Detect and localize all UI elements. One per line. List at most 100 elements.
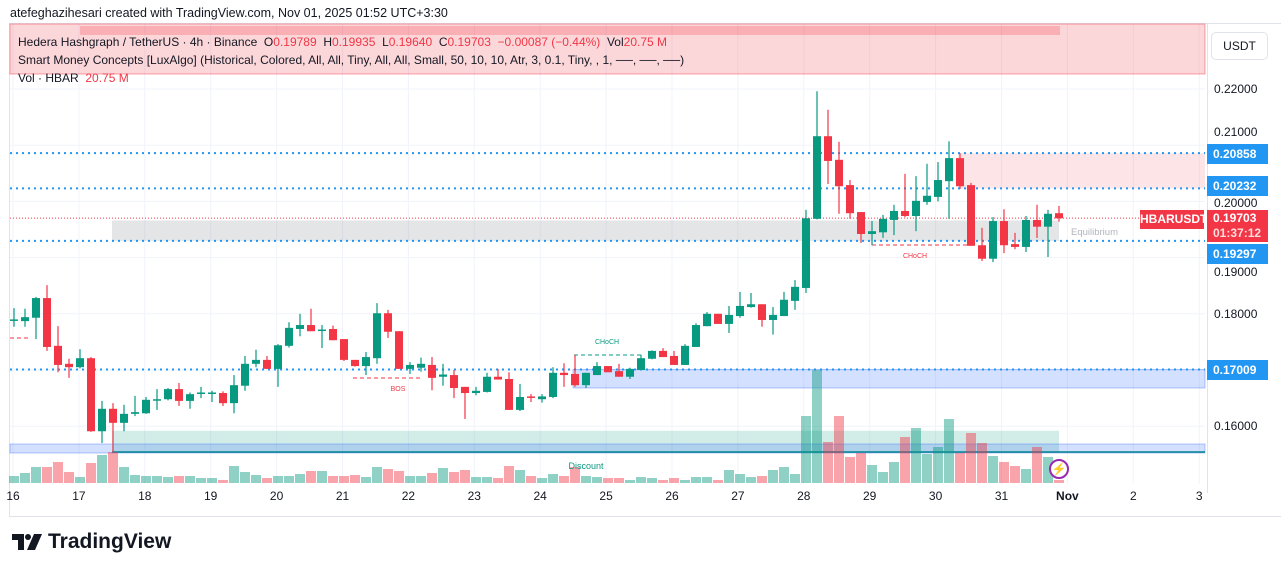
price-chart[interactable] xyxy=(0,0,1281,520)
legend-open-label: O xyxy=(263,35,274,49)
price-axis-label: 0.19000 xyxy=(1214,265,1258,279)
volume-bar xyxy=(163,477,173,483)
candle-body xyxy=(274,345,282,369)
currency-button[interactable]: USDT xyxy=(1211,32,1268,60)
candle-body xyxy=(626,368,634,377)
time-axis-label: 21 xyxy=(335,489,350,503)
candle-body xyxy=(945,158,953,182)
time-axis-label: Nov xyxy=(1056,489,1079,503)
time-axis-label: 25 xyxy=(599,489,613,503)
lightning-icon[interactable]: ⚡ xyxy=(1049,459,1069,479)
candle-body xyxy=(835,159,843,187)
candle-body xyxy=(692,325,700,347)
volume-bar xyxy=(647,478,657,483)
time-axis-label: 26 xyxy=(665,489,679,503)
volume-bar xyxy=(570,467,580,483)
candle-body xyxy=(43,298,51,347)
symbol-tag: HBARUSDT xyxy=(1140,210,1207,229)
candle-body xyxy=(714,313,722,324)
candle-body xyxy=(659,350,667,358)
candle-body xyxy=(450,375,458,388)
volume-bar xyxy=(394,471,404,483)
legend-close: 0.19703 xyxy=(447,35,491,49)
time-axis-label: 17 xyxy=(72,489,86,503)
candle-body xyxy=(131,412,139,414)
volume-bar xyxy=(559,476,569,483)
candle-body xyxy=(120,413,128,423)
volume-bar xyxy=(317,471,327,483)
candle-body xyxy=(879,218,887,233)
candle-body xyxy=(769,314,777,320)
volume-bar xyxy=(31,467,41,483)
premium-top-tag: 0.20858 xyxy=(1207,144,1268,164)
volume-bar xyxy=(427,473,437,483)
volume-bar xyxy=(262,478,272,483)
premium-zone-top-band xyxy=(80,26,1060,35)
candle-body xyxy=(725,314,733,324)
volume-bar xyxy=(372,467,382,483)
premium-zone xyxy=(958,153,1205,189)
candle-body xyxy=(978,245,986,259)
legend-symbol[interactable]: Hedera Hashgraph / TetherUS · 4h · Binan… xyxy=(18,35,258,49)
candle-body xyxy=(648,350,656,359)
equilibrium-low-tag: 0.19297 xyxy=(1207,244,1268,264)
candle-body xyxy=(439,374,447,377)
volume-bar xyxy=(1054,480,1064,483)
legend-close-label: C xyxy=(438,35,448,49)
candle-body xyxy=(252,359,260,364)
candle-body xyxy=(516,396,524,410)
chart-credit: atefeghazihesari created with TradingVie… xyxy=(10,6,448,20)
volume-bar xyxy=(339,476,349,483)
candle-body xyxy=(505,378,513,410)
candle-body xyxy=(901,210,909,217)
volume-bar xyxy=(680,480,690,483)
volume-bar xyxy=(944,419,954,483)
candle-body xyxy=(186,394,194,401)
candle-body xyxy=(10,319,18,321)
legend-change: −0.00087 (−0.44%) xyxy=(497,35,601,49)
volume-bar xyxy=(328,476,338,483)
candle-body xyxy=(1000,221,1008,246)
volume-bar xyxy=(867,465,877,483)
candle-body xyxy=(934,180,942,197)
discount-label: Discount xyxy=(568,461,604,471)
volume-bar xyxy=(53,462,63,483)
volume-bar xyxy=(889,462,899,483)
volume-bar xyxy=(416,476,426,483)
volume-bar xyxy=(735,474,745,483)
candle-body xyxy=(802,218,810,288)
volume-bar xyxy=(625,480,635,483)
candle-body xyxy=(406,364,414,369)
price-axis-label: 0.16000 xyxy=(1214,419,1258,433)
volume-bar xyxy=(240,472,250,483)
last-price: 0.19703 xyxy=(1213,211,1257,225)
candle-body xyxy=(703,313,711,327)
candle-body xyxy=(1033,219,1041,227)
candle-body xyxy=(164,389,172,400)
volume-bar xyxy=(9,476,19,483)
candle-body xyxy=(846,185,854,214)
candle-body xyxy=(219,393,227,404)
legend-volume-value: 20.75 M xyxy=(85,71,129,85)
volume-bar xyxy=(1043,457,1053,483)
bar-countdown: 01:37:12 xyxy=(1213,226,1262,240)
tradingview-logo[interactable]: TradingView xyxy=(12,530,171,554)
legend-low-label: L xyxy=(382,35,389,49)
volume-bar xyxy=(460,470,470,483)
candle-body xyxy=(285,327,293,346)
volume-bar xyxy=(306,471,316,483)
volume-bar xyxy=(383,469,393,483)
candle-body xyxy=(87,358,95,432)
volume-bar xyxy=(196,478,206,483)
candle-body xyxy=(912,200,920,217)
volume-bar xyxy=(713,480,723,483)
candle-body xyxy=(241,363,249,386)
premium-bottom-tag: 0.20232 xyxy=(1207,176,1268,196)
choch-bullish-label: CHoCH xyxy=(594,339,620,346)
legend-volume-line[interactable]: Vol · HBAR 20.75 M xyxy=(18,71,129,85)
volume-bar xyxy=(988,456,998,483)
candle-body xyxy=(362,357,370,367)
volume-bar xyxy=(823,442,833,483)
volume-bar xyxy=(284,476,294,483)
legend-indicator[interactable]: Smart Money Concepts [LuxAlgo] (Historic… xyxy=(18,53,685,67)
